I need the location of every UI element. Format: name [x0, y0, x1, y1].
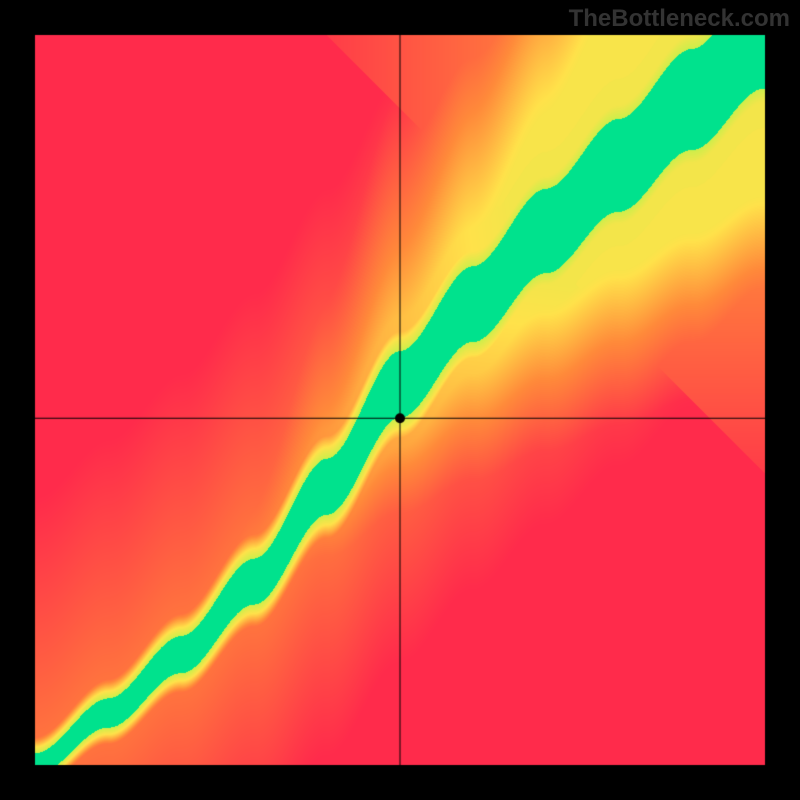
watermark-text: TheBottleneck.com — [569, 5, 790, 33]
bottleneck-heatmap — [0, 0, 800, 800]
chart-container: TheBottleneck.com — [0, 0, 800, 800]
